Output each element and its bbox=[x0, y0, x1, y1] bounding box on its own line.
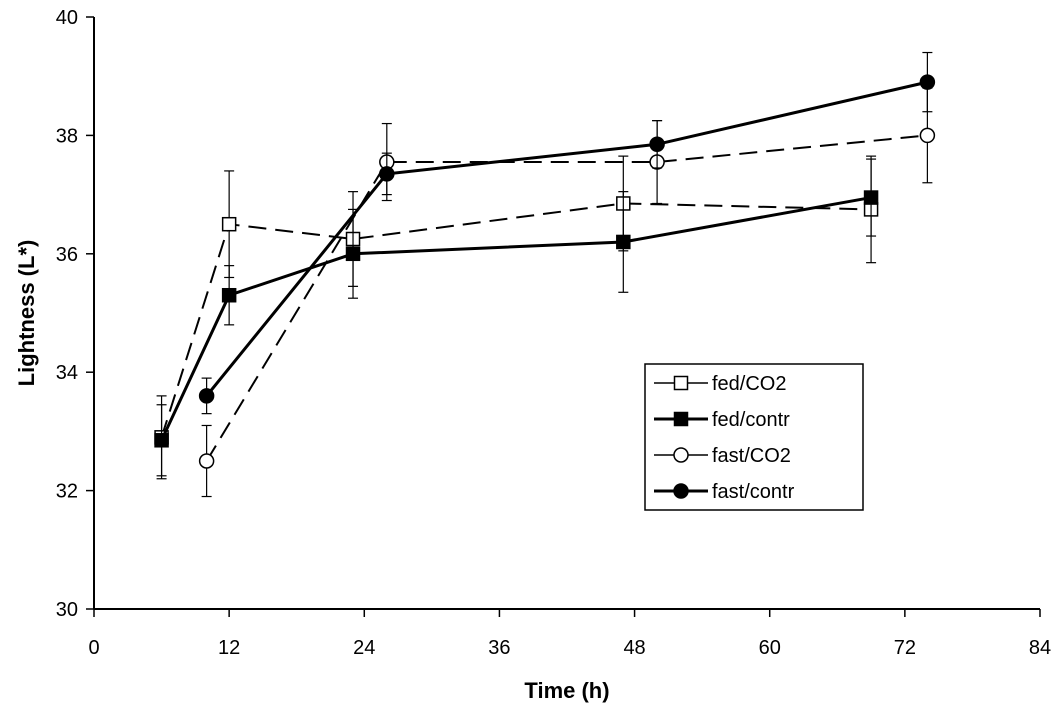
y-tick-label: 36 bbox=[56, 244, 78, 266]
legend: fed/CO2 fed/contr fast/CO2 fast/contr bbox=[644, 363, 864, 511]
series-line bbox=[205, 80, 928, 397]
data-point bbox=[345, 246, 361, 262]
legend-marker bbox=[673, 447, 689, 463]
legend-label: fed/CO2 bbox=[712, 373, 786, 395]
x-tick-label: 84 bbox=[1029, 637, 1051, 659]
series-line bbox=[205, 134, 928, 462]
y-tick-label: 40 bbox=[56, 7, 78, 29]
series-fed-contr bbox=[154, 158, 879, 477]
x-tick-label: 24 bbox=[353, 637, 375, 659]
x-tick-label: 60 bbox=[759, 637, 781, 659]
data-point bbox=[154, 433, 169, 448]
data-point bbox=[919, 127, 936, 144]
y-tick-label: 34 bbox=[56, 362, 78, 384]
legend-item: fast/CO2 bbox=[654, 445, 791, 467]
data-point bbox=[198, 388, 215, 404]
legend-items: fed/CO2 fed/contr fast/CO2 fast/contr bbox=[654, 373, 795, 503]
series-fast-contr bbox=[198, 51, 936, 415]
data-point bbox=[919, 74, 936, 90]
legend-label: fast/CO2 bbox=[712, 445, 791, 467]
data-point bbox=[221, 216, 237, 232]
legend-item: fed/contr bbox=[654, 409, 790, 431]
y-tick-label: 32 bbox=[56, 481, 78, 503]
legend-label: fed/contr bbox=[712, 409, 790, 431]
y-tick-label: 38 bbox=[56, 125, 78, 147]
legend-marker bbox=[673, 483, 689, 499]
legend-label: fast/contr bbox=[712, 481, 795, 503]
series-line bbox=[160, 202, 872, 438]
x-tick-label: 72 bbox=[894, 637, 916, 659]
x-tick-label: 48 bbox=[623, 637, 645, 659]
data-point bbox=[198, 453, 215, 469]
data-point bbox=[616, 234, 631, 250]
data-point bbox=[221, 287, 237, 303]
y-tick-label: 30 bbox=[56, 599, 78, 621]
legend-item: fed/CO2 bbox=[654, 373, 786, 395]
legend-item: fast/contr bbox=[654, 481, 795, 503]
x-tick-label: 0 bbox=[88, 637, 99, 659]
legend-marker bbox=[673, 375, 689, 391]
data-point bbox=[649, 136, 665, 153]
y-ticks: 30 32 34 36 38 40 bbox=[56, 7, 94, 621]
data-point bbox=[863, 190, 879, 205]
y-axis-title: Lightness (L*) bbox=[14, 240, 39, 387]
x-ticks: 0 12 24 36 48 60 72 84 bbox=[88, 609, 1051, 659]
data-point bbox=[379, 166, 395, 182]
axes bbox=[93, 17, 1040, 610]
x-axis-title: Time (h) bbox=[524, 678, 609, 703]
x-tick-label: 12 bbox=[218, 637, 240, 659]
series-layer bbox=[154, 51, 936, 498]
legend-marker bbox=[673, 411, 689, 427]
x-tick-label: 36 bbox=[488, 637, 510, 659]
